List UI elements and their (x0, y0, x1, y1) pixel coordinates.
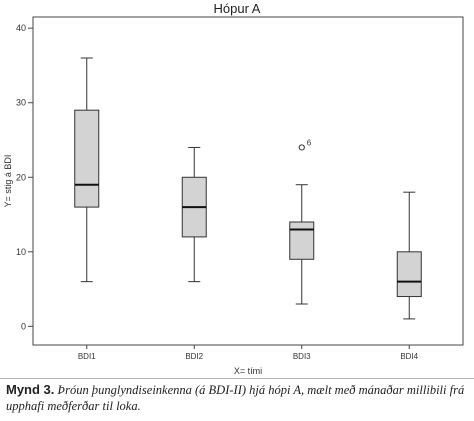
box-BDI4 (396, 251, 422, 298)
x-axis-label: X= tími (234, 366, 262, 376)
x-tick-label: BDI1 (78, 352, 96, 361)
y-tick-label: 30 (16, 98, 26, 108)
chart-title: Hópur A (213, 1, 261, 16)
box-BDI3 (289, 221, 315, 260)
y-axis-label: Y= stig á BDI (3, 155, 13, 208)
caption-text: Þróun þunglyndiseinkenna (á BDI-II) hjá … (6, 383, 465, 413)
y-tick-label: 20 (16, 172, 26, 182)
outlier-label: 6 (307, 138, 312, 147)
y-tick-label: 0 (21, 321, 26, 331)
caption-label: Mynd 3. (6, 382, 55, 397)
boxplot-chart: 0 10 20 30 40 Y= stig á BDI BDI1 BDI2 BDI3 BDI4 X=… (3, 16, 464, 376)
box-BDI1 (74, 109, 100, 208)
x-tick-label: BDI4 (400, 352, 418, 361)
figure-caption: Mynd 3. Þróun þunglyndiseinkenna (á BDI-… (6, 382, 468, 414)
y-tick-label: 40 (16, 23, 26, 33)
y-tick-label: 10 (16, 247, 26, 257)
x-tick-label: BDI3 (293, 352, 311, 361)
outlier-point (298, 144, 305, 151)
plot-area (32, 16, 464, 346)
caption-divider (0, 378, 474, 379)
x-tick-label: BDI2 (185, 352, 203, 361)
